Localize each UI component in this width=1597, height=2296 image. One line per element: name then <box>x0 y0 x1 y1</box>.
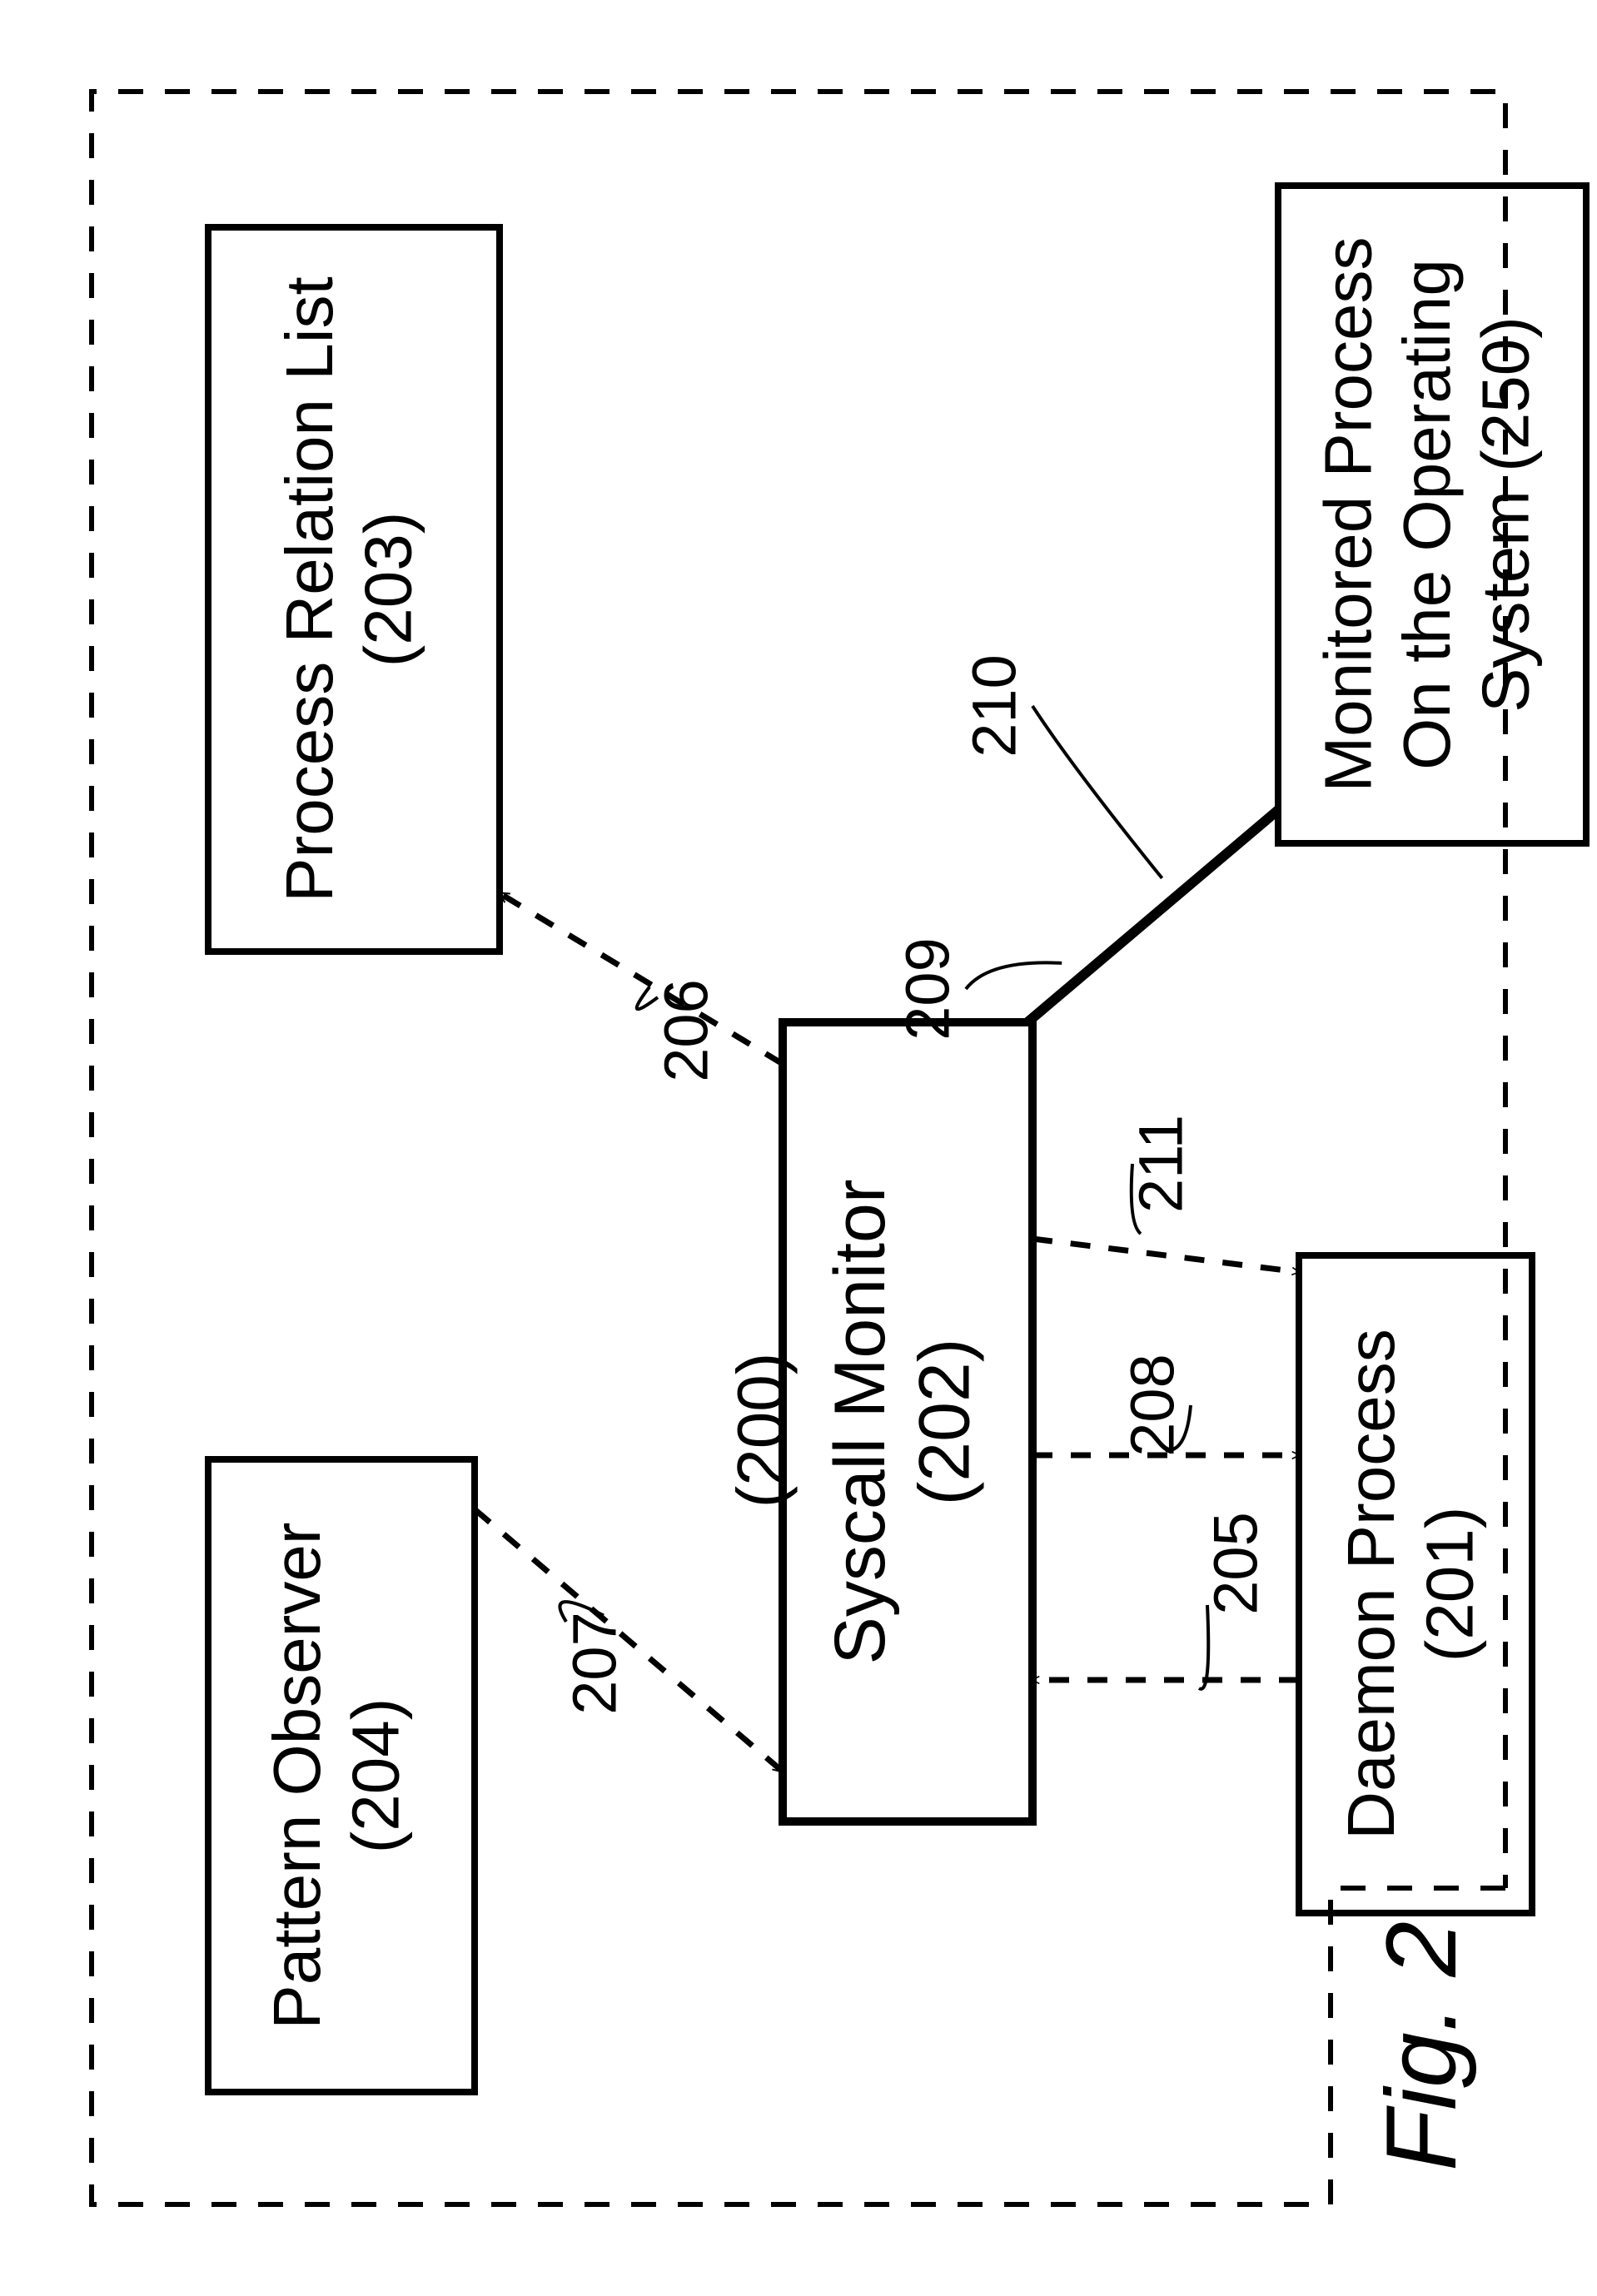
node-label: Process Relation List <box>272 276 346 902</box>
node-label: (203) <box>351 512 425 668</box>
leader <box>1032 706 1162 878</box>
node-label: System (250) <box>1469 316 1543 713</box>
edge-label: 211 <box>1127 1115 1196 1213</box>
node-label: (201) <box>1412 1507 1486 1662</box>
node-process_relation_list: Process Relation List(203) <box>208 227 500 952</box>
node-label: Syscall Monitor <box>820 1179 900 1664</box>
leader <box>1199 1605 1208 1689</box>
node-label: (204) <box>338 1698 412 1854</box>
edge-209-210 <box>1027 810 1278 1022</box>
node-pattern_observer: Pattern Observer(204) <box>208 1459 475 2092</box>
leader <box>966 962 1062 989</box>
edge-label: 210 <box>960 654 1029 757</box>
edge-211 <box>1032 1239 1299 1272</box>
node-daemon_process: Daemon Process(201) <box>1299 1255 1532 1913</box>
node-syscall_monitor: Syscall Monitor(202) <box>783 1022 1032 1821</box>
node-label: Monitored Process <box>1311 237 1386 793</box>
node-label: (202) <box>904 1339 984 1506</box>
edge-label: 207 <box>560 1612 629 1714</box>
edge-label: 205 <box>1201 1512 1271 1614</box>
node-label: Daemon Process <box>1334 1329 1408 1840</box>
edge-label: 208 <box>1118 1354 1187 1456</box>
edge-label: 209 <box>893 937 963 1040</box>
edge-label: 206 <box>652 979 721 1081</box>
node-label: On the Operating <box>1390 259 1464 770</box>
figure-label: Fig. 2 <box>1366 1921 1477 2171</box>
node-label: Pattern Observer <box>260 1522 334 2029</box>
edge-206 <box>500 893 783 1064</box>
node-monitored_process: Monitored ProcessOn the OperatingSystem … <box>1278 186 1586 843</box>
